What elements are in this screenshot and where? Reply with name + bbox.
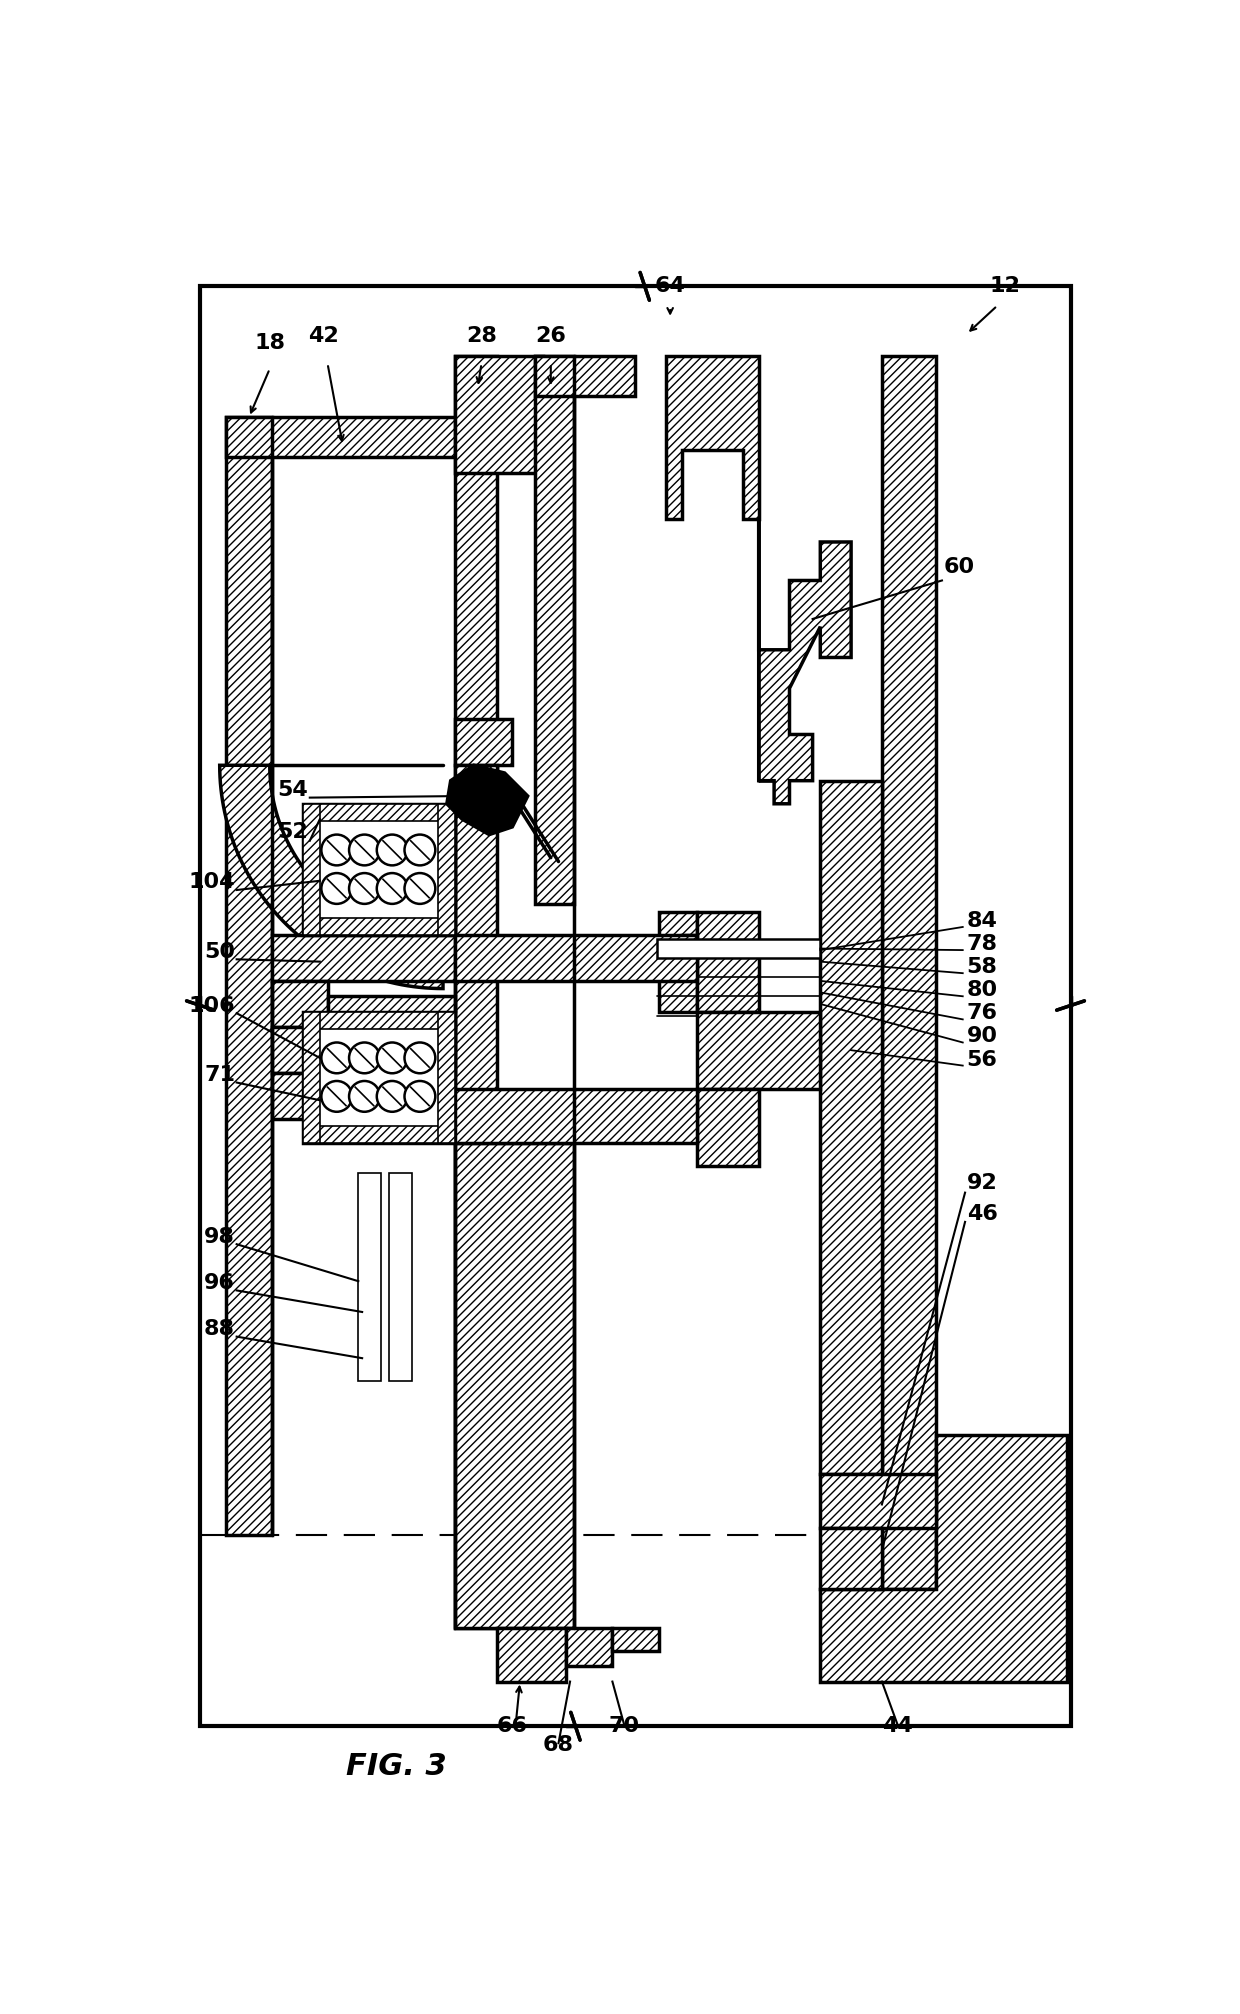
Text: 78: 78 [967, 934, 998, 955]
Polygon shape [455, 719, 512, 765]
Polygon shape [657, 939, 821, 959]
Circle shape [321, 1043, 352, 1073]
Circle shape [321, 834, 352, 866]
Polygon shape [272, 596, 443, 765]
Text: 71: 71 [205, 1065, 236, 1086]
Text: 64: 64 [655, 276, 686, 296]
Polygon shape [455, 1142, 574, 1627]
Polygon shape [821, 1474, 936, 1527]
Polygon shape [882, 356, 936, 1589]
Polygon shape [697, 1090, 759, 1166]
Polygon shape [226, 417, 272, 1535]
Circle shape [404, 834, 435, 866]
Circle shape [350, 834, 379, 866]
Polygon shape [327, 997, 455, 1027]
Text: 26: 26 [536, 326, 567, 346]
Polygon shape [666, 356, 759, 520]
Polygon shape [455, 934, 697, 981]
Circle shape [350, 1043, 379, 1073]
Text: 104: 104 [188, 872, 236, 892]
Polygon shape [446, 765, 528, 834]
Polygon shape [821, 1436, 1066, 1682]
Text: 70: 70 [609, 1716, 640, 1736]
Text: 68: 68 [543, 1734, 574, 1754]
Text: 106: 106 [188, 995, 236, 1015]
Polygon shape [303, 804, 455, 822]
Text: 66: 66 [497, 1716, 528, 1736]
Polygon shape [303, 1011, 455, 1142]
Text: 46: 46 [967, 1204, 997, 1225]
Polygon shape [536, 356, 574, 904]
Polygon shape [567, 1627, 613, 1666]
Text: 90: 90 [967, 1027, 998, 1047]
Text: 80: 80 [967, 981, 998, 1001]
Text: 28: 28 [466, 326, 497, 346]
Text: 98: 98 [205, 1227, 236, 1247]
Circle shape [377, 874, 408, 904]
Text: 76: 76 [967, 1003, 998, 1023]
Polygon shape [821, 781, 882, 1474]
Polygon shape [272, 1027, 455, 1073]
Polygon shape [303, 1126, 455, 1142]
Polygon shape [303, 1011, 320, 1142]
Text: 50: 50 [205, 943, 236, 963]
Text: 44: 44 [882, 1716, 913, 1736]
Text: 96: 96 [205, 1273, 236, 1293]
Polygon shape [455, 1090, 697, 1142]
Polygon shape [272, 934, 455, 981]
Circle shape [350, 874, 379, 904]
Polygon shape [303, 918, 455, 934]
Polygon shape [389, 1174, 412, 1382]
Circle shape [404, 1082, 435, 1112]
Text: 60: 60 [944, 556, 975, 576]
Polygon shape [438, 804, 455, 934]
Text: 42: 42 [309, 326, 339, 346]
Polygon shape [303, 804, 320, 934]
Polygon shape [613, 1627, 658, 1651]
Polygon shape [697, 912, 759, 1011]
Circle shape [377, 834, 408, 866]
Text: 58: 58 [967, 957, 997, 977]
Text: 54: 54 [278, 779, 309, 800]
Circle shape [404, 874, 435, 904]
Polygon shape [759, 520, 851, 804]
Text: 12: 12 [990, 276, 1021, 296]
Polygon shape [272, 981, 327, 1027]
Polygon shape [303, 1011, 455, 1029]
Polygon shape [358, 1174, 382, 1382]
Circle shape [377, 1082, 408, 1112]
Circle shape [350, 1082, 379, 1112]
Circle shape [321, 874, 352, 904]
Circle shape [404, 1043, 435, 1073]
Circle shape [321, 1082, 352, 1112]
Polygon shape [455, 356, 497, 1627]
Polygon shape [697, 1011, 821, 1090]
Polygon shape [658, 912, 697, 1011]
Text: 52: 52 [278, 822, 309, 842]
Polygon shape [272, 1073, 327, 1120]
Polygon shape [226, 417, 512, 457]
Polygon shape [219, 765, 443, 989]
Text: 56: 56 [967, 1049, 997, 1069]
Polygon shape [438, 1011, 455, 1142]
Text: 84: 84 [967, 910, 997, 930]
Polygon shape [455, 765, 497, 804]
Polygon shape [497, 1627, 567, 1682]
Text: FIG. 3: FIG. 3 [346, 1752, 448, 1780]
Text: 18: 18 [254, 334, 285, 354]
Text: 88: 88 [205, 1319, 236, 1339]
Text: 92: 92 [967, 1172, 997, 1192]
Polygon shape [536, 356, 635, 395]
Polygon shape [821, 1527, 882, 1589]
Polygon shape [303, 804, 455, 934]
Circle shape [377, 1043, 408, 1073]
Polygon shape [455, 356, 543, 473]
